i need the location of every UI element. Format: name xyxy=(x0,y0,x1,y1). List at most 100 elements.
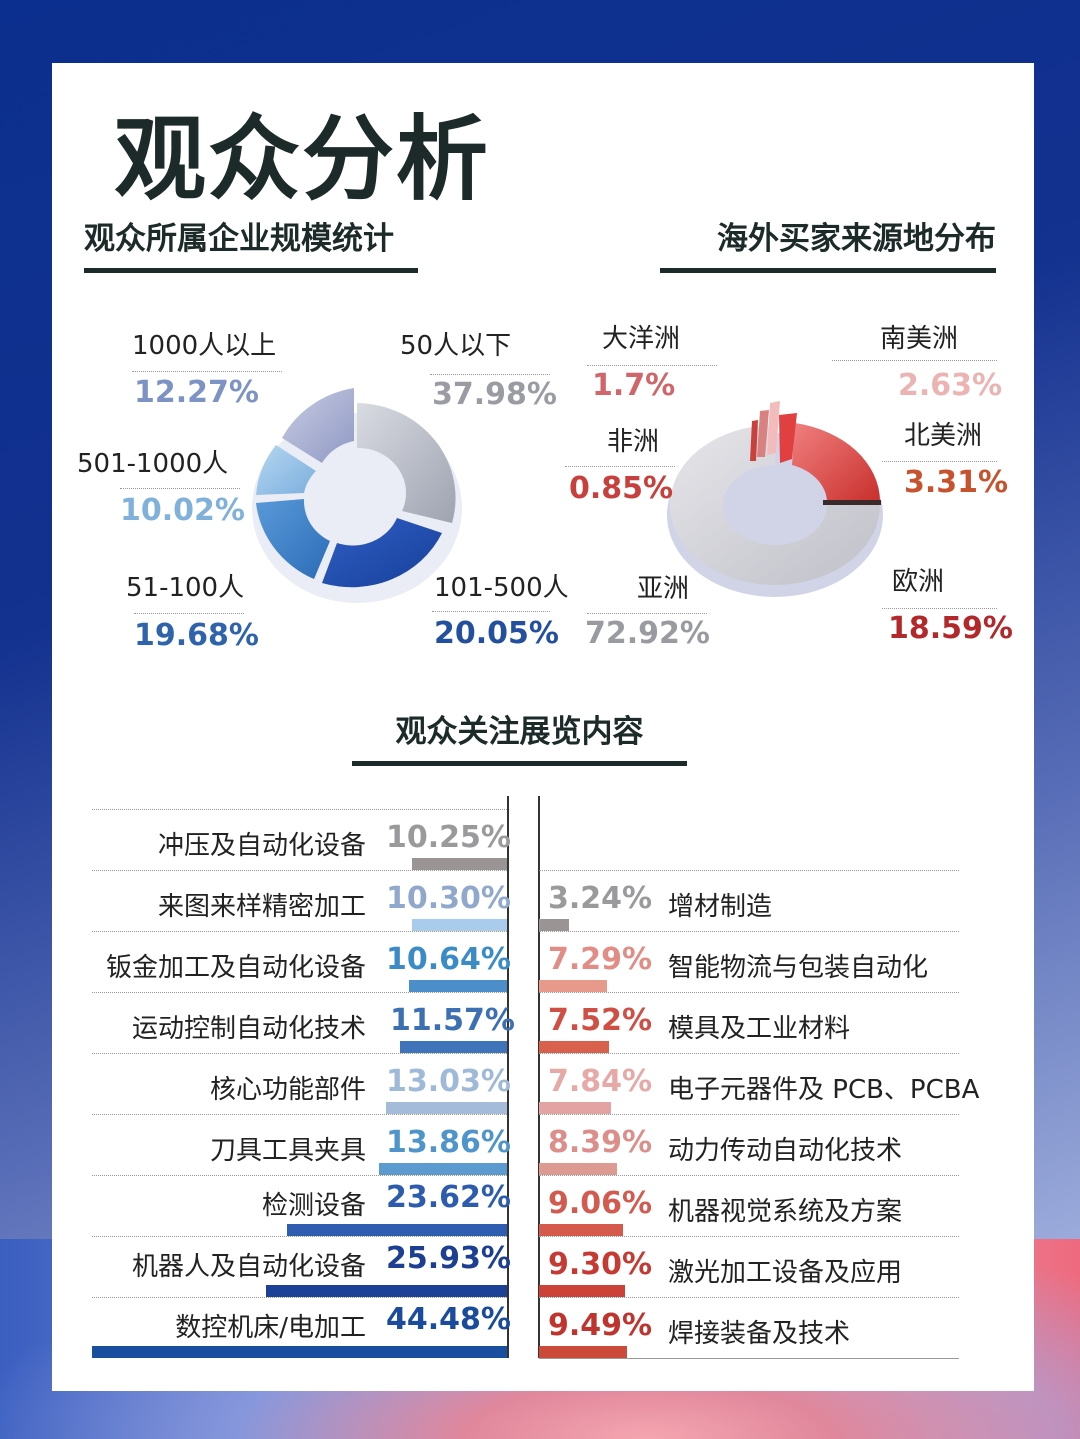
label-51-100: 51-100人 xyxy=(126,573,245,603)
bar-value: 7.52% xyxy=(548,1003,653,1038)
bar-value: 9.30% xyxy=(548,1247,653,1282)
pct-europe: 18.59% xyxy=(888,611,1013,646)
leader-line xyxy=(134,613,244,614)
content-card: 观众分析 观众所属企业规模统计 海外买家来源地分布 1000人以上 12.27%… xyxy=(52,63,1034,1391)
label-501-1000: 501-1000人 xyxy=(77,449,229,479)
section-title-exhibit-interest: 观众关注展览内容 xyxy=(352,706,687,766)
bar-value: 10.25% xyxy=(386,820,511,855)
pct-under-50: 37.98% xyxy=(432,377,557,412)
bar-value: 9.49% xyxy=(548,1308,653,1343)
leader-line xyxy=(832,360,997,361)
page-title: 观众分析 xyxy=(114,106,491,213)
bar-value: 44.48% xyxy=(386,1302,511,1337)
bar-value: 7.29% xyxy=(548,942,653,977)
section-title-text: 观众关注展览内容 xyxy=(395,714,644,750)
bar-value: 8.39% xyxy=(548,1125,653,1160)
leader-line xyxy=(882,461,997,462)
pct-501-1000: 10.02% xyxy=(120,493,245,528)
grid-line xyxy=(539,1236,959,1237)
bar-label: 电子元器件及 PCB、PCBA xyxy=(668,1075,980,1105)
label-101-500: 101-500人 xyxy=(434,573,569,603)
bar-value: 9.06% xyxy=(548,1186,653,1221)
bar-label: 模具及工业材料 xyxy=(668,1014,851,1044)
leader-line xyxy=(132,371,282,372)
grid-line xyxy=(92,1175,507,1176)
bar xyxy=(92,1346,507,1358)
title-underline xyxy=(660,268,996,273)
bar xyxy=(409,980,507,992)
bar-label: 机器视觉系统及方案 xyxy=(668,1197,903,1227)
leader-line xyxy=(565,466,675,467)
bar-label: 钣金加工及自动化设备 xyxy=(105,953,366,983)
bar xyxy=(539,1163,617,1175)
bar-label: 数控机床/电加工 xyxy=(175,1313,366,1343)
grid-line xyxy=(92,870,507,871)
pct-oceania: 1.7% xyxy=(592,368,676,403)
leader-line xyxy=(587,613,707,614)
label-asia: 亚洲 xyxy=(637,574,690,604)
grid-line xyxy=(539,931,959,932)
section-title-text: 观众所属企业规模统计 xyxy=(84,221,394,257)
grid-line xyxy=(539,1297,959,1298)
label-oceania: 大洋洲 xyxy=(602,324,681,354)
grid-line xyxy=(92,1236,507,1237)
grid-line xyxy=(92,931,507,932)
bar-value: 13.86% xyxy=(386,1125,511,1160)
bar-label: 机器人及自动化设备 xyxy=(131,1252,366,1282)
grid-line xyxy=(539,1358,959,1359)
pct-asia: 72.92% xyxy=(585,616,710,651)
bar-label: 运动控制自动化技术 xyxy=(131,1014,366,1044)
pct-101-500: 20.05% xyxy=(434,616,559,651)
bar xyxy=(400,1041,507,1053)
label-1000-plus: 1000人以上 xyxy=(132,331,277,361)
bar-label: 动力传动自动化技术 xyxy=(668,1136,903,1166)
bar xyxy=(412,858,507,870)
bar-label: 核心功能部件 xyxy=(209,1075,366,1105)
label-africa: 非洲 xyxy=(607,427,660,457)
grid-line xyxy=(539,1114,959,1115)
leader-line xyxy=(882,608,997,609)
label-europe: 欧洲 xyxy=(892,567,945,597)
pct-north-america: 3.31% xyxy=(904,465,1009,500)
pct-51-100: 19.68% xyxy=(134,618,259,653)
bar xyxy=(539,1285,625,1297)
bar xyxy=(379,1163,507,1175)
bar-label: 智能物流与包装自动化 xyxy=(668,953,929,983)
label-under-50: 50人以下 xyxy=(400,331,512,361)
bar-value: 10.64% xyxy=(386,942,511,977)
bar xyxy=(287,1224,507,1236)
bar-label: 冲压及自动化设备 xyxy=(157,831,366,861)
bar-label: 刀具工具夹具 xyxy=(209,1136,366,1166)
pct-south-america: 2.63% xyxy=(898,368,1003,403)
grid-line xyxy=(539,1053,959,1054)
grid-line xyxy=(539,992,959,993)
grid-line xyxy=(539,1175,959,1176)
left-axis xyxy=(507,796,509,1358)
leader-line xyxy=(430,374,550,375)
label-south-america: 南美洲 xyxy=(880,324,959,354)
section-title-text: 海外买家来源地分布 xyxy=(717,221,996,257)
title-underline xyxy=(84,268,418,273)
overseas-donut xyxy=(667,401,883,597)
bar-label: 检测设备 xyxy=(261,1191,366,1221)
bar xyxy=(412,919,507,931)
bar-label: 焊接装备及技术 xyxy=(668,1319,851,1349)
bar xyxy=(539,1041,609,1053)
bar-label: 激光加工设备及应用 xyxy=(668,1258,903,1288)
leader-line xyxy=(587,365,717,366)
bar xyxy=(386,1102,507,1114)
bar-label: 增材制造 xyxy=(668,892,773,922)
section-title-overseas: 海外买家来源地分布 xyxy=(660,213,996,273)
grid-line xyxy=(92,1053,507,1054)
bar-value: 13.03% xyxy=(386,1064,511,1099)
grid-line xyxy=(92,1114,507,1115)
grid-line xyxy=(92,809,507,810)
bar xyxy=(539,1102,611,1114)
pct-africa: 0.85% xyxy=(569,471,674,506)
leader-line xyxy=(432,611,550,612)
bar-value: 25.93% xyxy=(386,1241,511,1276)
grid-line xyxy=(92,992,507,993)
label-north-america: 北美洲 xyxy=(904,421,983,451)
bar xyxy=(539,919,569,931)
bar-value: 3.24% xyxy=(548,881,653,916)
